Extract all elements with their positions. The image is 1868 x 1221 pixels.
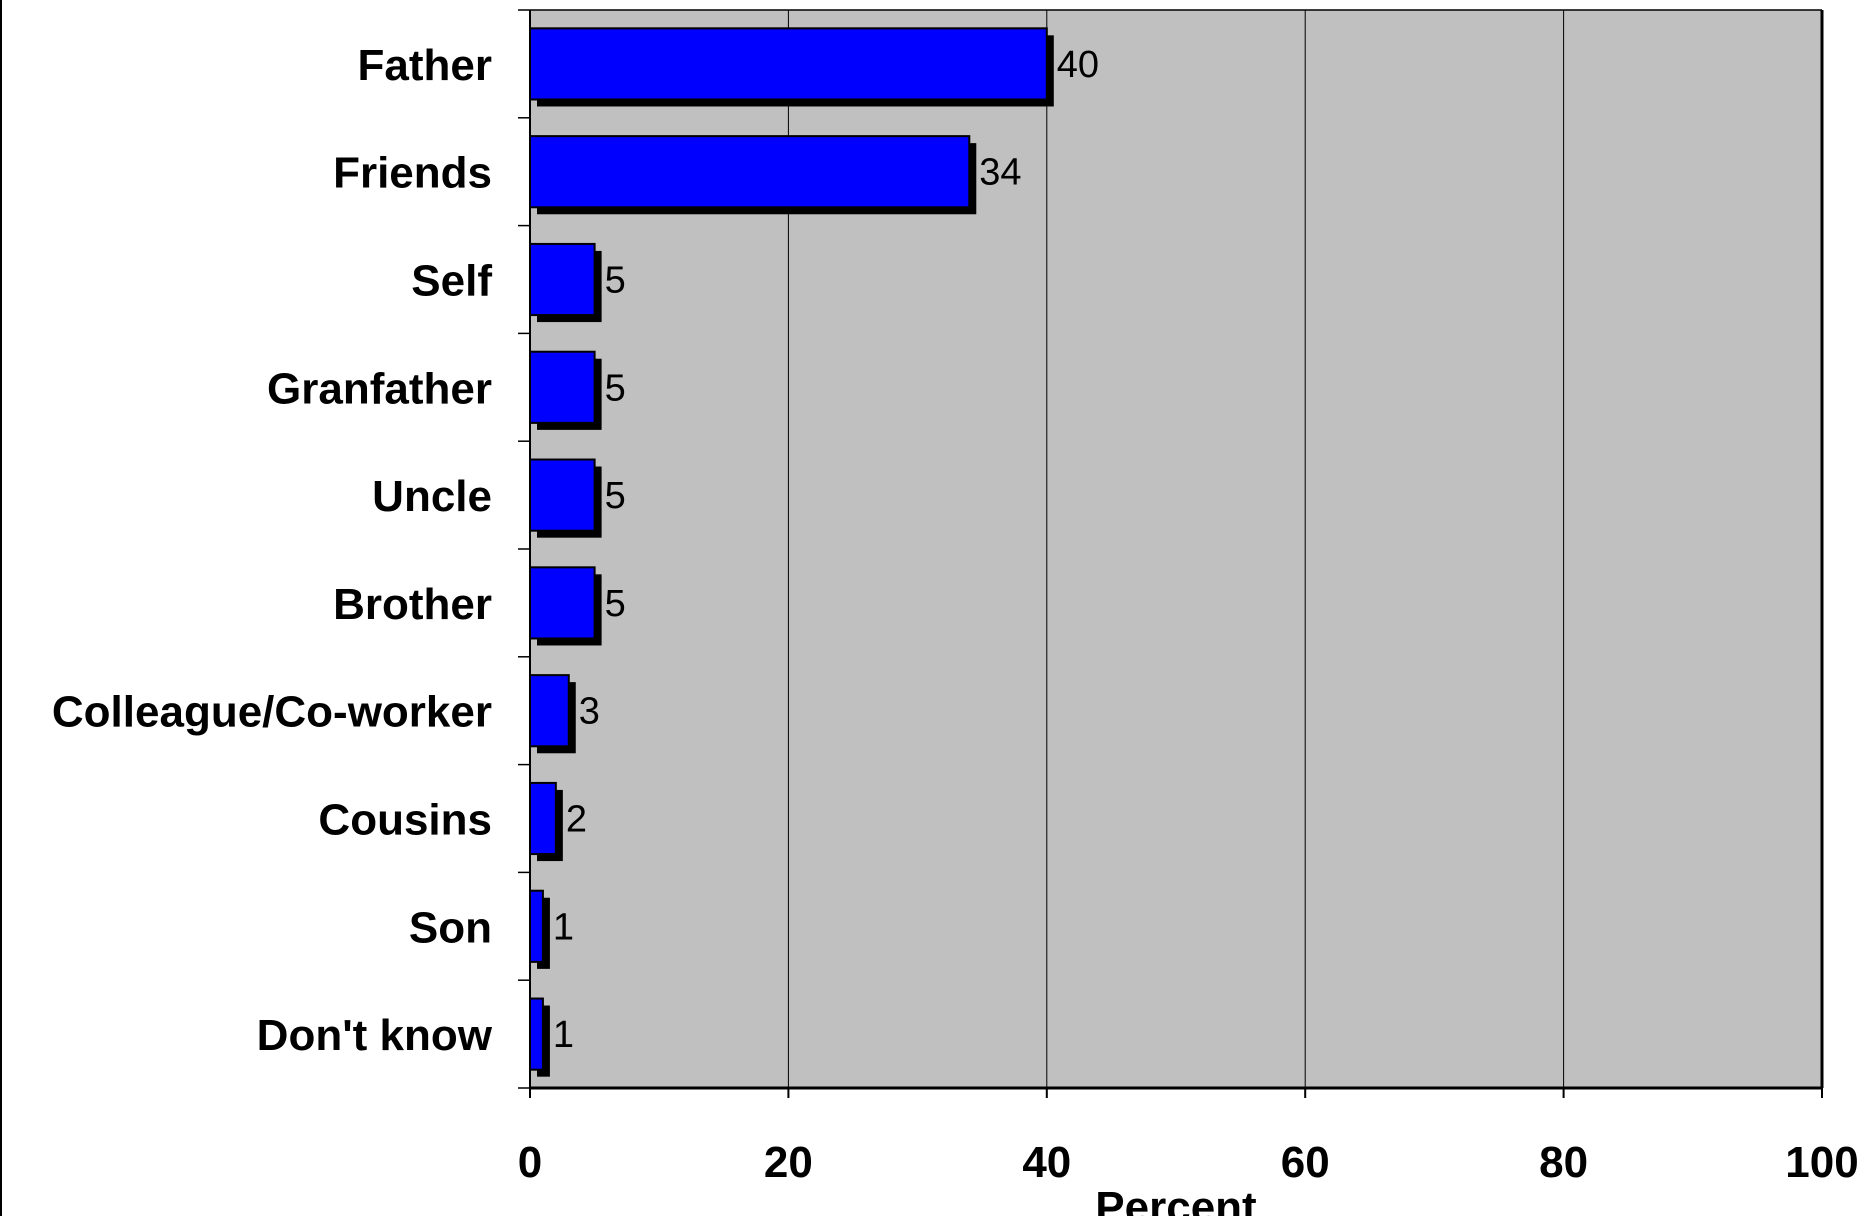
data-label-brother: 5 (605, 583, 626, 625)
bar-friends (529, 135, 971, 209)
category-label-self: Self (411, 257, 492, 306)
data-label-self: 5 (605, 260, 626, 302)
bar-colleague-co-worker (529, 674, 570, 748)
category-label-son: Son (409, 903, 492, 952)
data-label-granfather: 5 (605, 367, 626, 409)
bar-son (529, 889, 544, 963)
labels: 40 Father 34 Friends 5 Self 5 Granfather 5 Uncle 5… (52, 41, 1859, 1187)
data-label-friends: 34 (979, 152, 1021, 194)
x-tick-label-0: 0 (518, 1138, 542, 1187)
category-label-uncle: Uncle (372, 472, 492, 521)
data-label-father: 40 (1057, 44, 1099, 86)
bar-don-t-know (529, 997, 544, 1071)
bar-cousins (529, 781, 557, 856)
category-label-brother: Brother (333, 580, 492, 629)
x-tick-label-100: 100 (1785, 1138, 1858, 1187)
bar-brother (529, 566, 596, 640)
left-border-line (0, 0, 2, 1216)
x-tick-label-80: 80 (1539, 1138, 1588, 1187)
category-label-granfather: Granfather (267, 364, 492, 413)
category-label-father: Father (358, 41, 492, 90)
x-tick-label-60: 60 (1281, 1138, 1330, 1187)
bar-uncle (529, 458, 596, 532)
data-label-don-t-know: 1 (553, 1014, 574, 1056)
data-label-colleague-co-worker: 3 (579, 691, 600, 733)
data-label-uncle: 5 (605, 475, 626, 517)
bar-granfather (529, 350, 596, 424)
data-label-son: 1 (553, 906, 574, 948)
x-axis-title: Percent (1095, 1183, 1257, 1216)
category-label-don-t-know: Don't know (257, 1011, 493, 1060)
category-label-cousins: Cousins (318, 796, 492, 845)
category-label-friends: Friends (333, 149, 492, 198)
data-label-cousins: 2 (566, 799, 587, 841)
x-tick-label-20: 20 (764, 1138, 813, 1187)
axes (518, 9, 1823, 1098)
bars (529, 27, 1054, 1077)
category-label-colleague-co-worker: Colleague/Co-worker (52, 688, 492, 737)
bar-self (529, 242, 596, 317)
x-tick-label-40: 40 (1022, 1138, 1071, 1187)
bar-father (529, 27, 1048, 101)
